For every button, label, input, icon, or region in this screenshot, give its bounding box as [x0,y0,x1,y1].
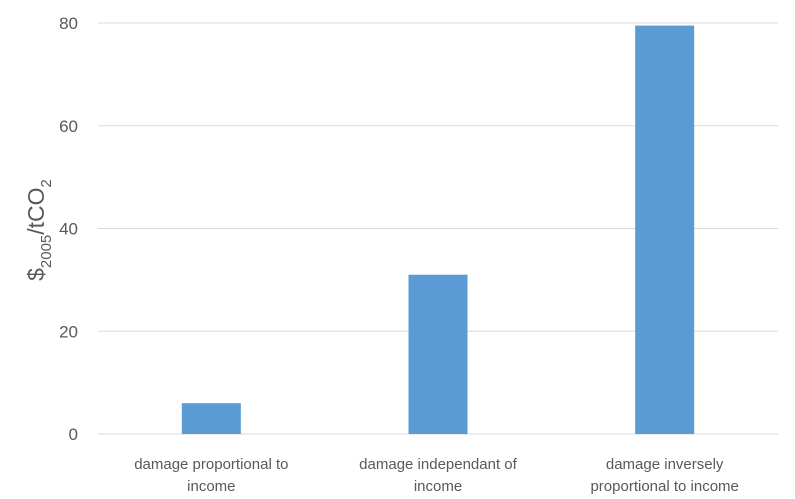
x-category-label: damage independant of income [359,456,517,495]
bar-2 [408,274,468,434]
bar-3 [635,25,695,434]
x-category-label: damage inversely proportional to income [590,456,738,495]
x-category-labels: damage proportional to income damage indep… [134,456,739,495]
y-tick-label: 80 [59,14,78,33]
y-tick-label: 60 [59,117,78,136]
y-tick-label: 20 [59,322,78,341]
bar-1 [181,403,241,434]
x-category-label: damage proportional to income [134,456,288,495]
y-tick-label: 0 [69,425,78,444]
y-tick-label: 40 [59,220,78,239]
y-axis-title: $2005/tCO2 [23,179,55,281]
y-tick-labels: 0 20 40 60 80 [59,14,78,444]
bars [181,25,695,434]
